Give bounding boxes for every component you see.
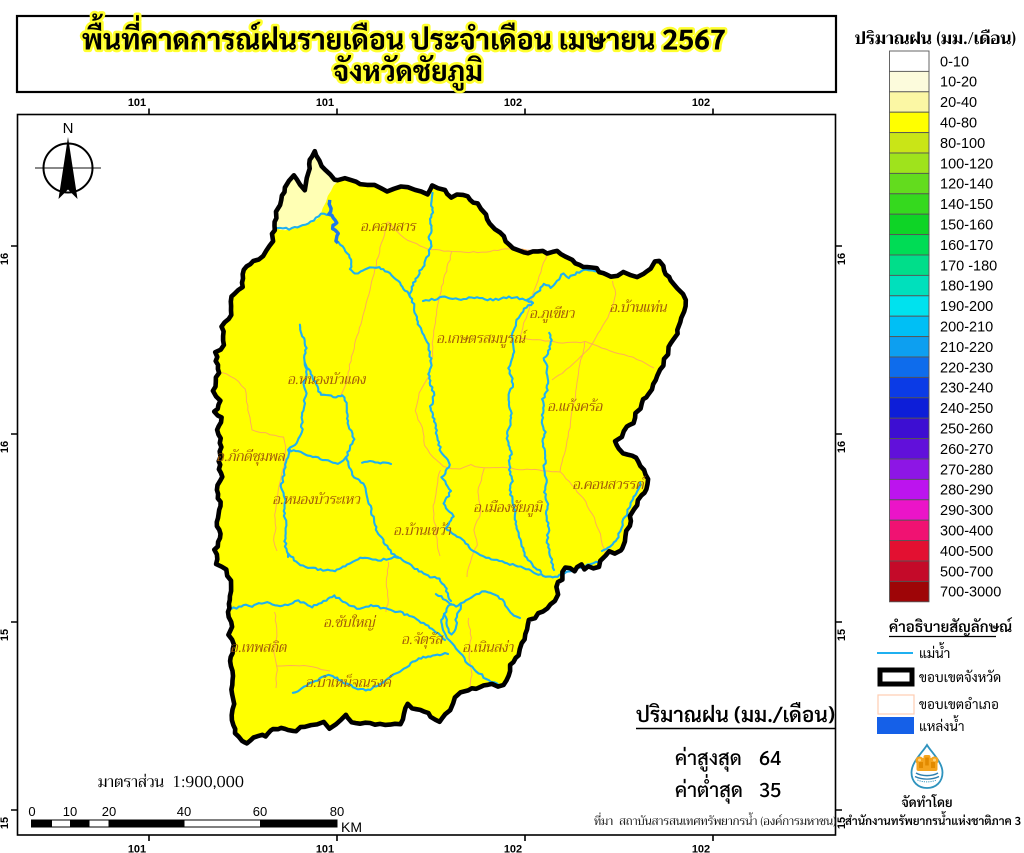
svg-text:500-700: 500-700 (940, 564, 993, 580)
svg-text:150-160: 150-160 (940, 218, 993, 234)
svg-text:240-250: 240-250 (940, 401, 993, 417)
svg-text:16: 16 (836, 441, 848, 453)
svg-text:300-400: 300-400 (940, 524, 993, 540)
svg-text:102: 102 (504, 844, 522, 853)
svg-text:400-500: 400-500 (940, 544, 993, 560)
svg-text:15: 15 (0, 629, 11, 641)
svg-text:101: 101 (128, 844, 146, 853)
svg-text:16: 16 (0, 441, 11, 453)
svg-text:80-100: 80-100 (940, 136, 985, 152)
svg-text:10: 10 (63, 804, 77, 819)
svg-text:101: 101 (128, 97, 146, 109)
svg-text:170 -180: 170 -180 (940, 258, 997, 274)
svg-text:250-260: 250-260 (940, 422, 993, 438)
svg-text:10-20: 10-20 (940, 75, 977, 91)
svg-text:16: 16 (836, 253, 848, 265)
svg-text:0-10: 0-10 (940, 54, 969, 70)
svg-text:102: 102 (504, 97, 522, 109)
svg-text:290-300: 290-300 (940, 503, 993, 519)
svg-text:100-120: 100-120 (940, 156, 993, 172)
svg-text:15: 15 (0, 817, 11, 829)
svg-text:102: 102 (692, 844, 710, 853)
svg-text:16: 16 (0, 253, 11, 265)
svg-text:60: 60 (253, 804, 267, 819)
svg-text:180-190: 180-190 (940, 279, 993, 295)
svg-text:120-140: 120-140 (940, 177, 993, 193)
svg-text:140-150: 140-150 (940, 197, 993, 213)
svg-text:270-280: 270-280 (940, 462, 993, 478)
svg-text:101: 101 (316, 97, 334, 109)
svg-text:210-220: 210-220 (940, 340, 993, 356)
svg-text:200-210: 200-210 (940, 320, 993, 336)
svg-text:160-170: 160-170 (940, 238, 993, 254)
svg-text:40-80: 40-80 (940, 116, 977, 132)
svg-text:0: 0 (28, 804, 35, 819)
svg-text:20-40: 20-40 (940, 95, 977, 111)
svg-text:102: 102 (692, 97, 710, 109)
svg-text:101: 101 (316, 844, 334, 853)
svg-text:40: 40 (177, 804, 191, 819)
svg-text:220-230: 220-230 (940, 360, 993, 376)
svg-text:260-270: 260-270 (940, 442, 993, 458)
svg-text:230-240: 230-240 (940, 381, 993, 397)
svg-text:700-3000: 700-3000 (940, 585, 1001, 601)
svg-text:80: 80 (330, 804, 344, 819)
svg-text:15: 15 (836, 629, 848, 641)
svg-text:20: 20 (102, 804, 116, 819)
svg-text:KM: KM (341, 819, 362, 835)
svg-text:280-290: 280-290 (940, 483, 993, 499)
svg-text:N: N (63, 120, 74, 137)
svg-text:15: 15 (836, 817, 848, 829)
svg-text:190-200: 190-200 (940, 299, 993, 315)
